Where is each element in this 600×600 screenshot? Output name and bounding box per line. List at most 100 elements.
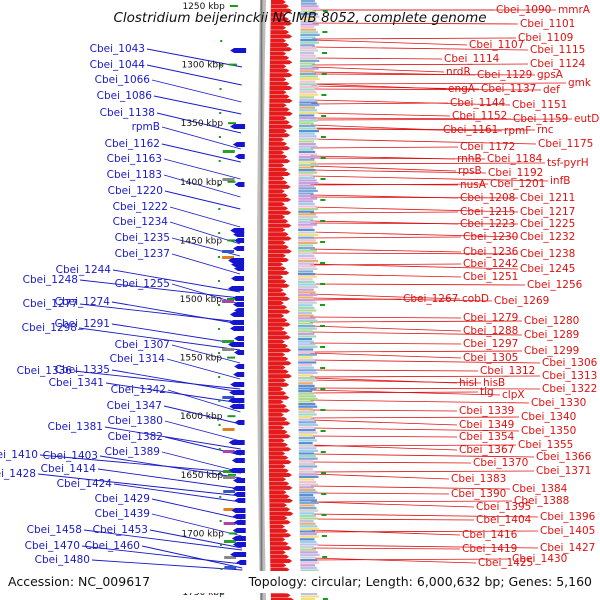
map-title: Clostridium beijerinckii NCIMB 8052, com… [113,10,486,26]
left-gene-label: Cbei_1382 [108,431,163,443]
forward-feature [268,344,289,348]
reverse-feature [234,182,245,187]
forward-feature [268,141,288,146]
kbp-tick-mark [227,239,236,242]
forward-feature [268,206,289,211]
right-gene-label: Cbei_1129 [477,69,532,81]
outer-tick [321,94,327,96]
gc-mark [224,556,237,559]
forward-feature [268,163,285,168]
forward-feature [269,111,293,116]
forward-feature [270,12,287,17]
left-gene-label: Cbei_1453 [93,524,148,536]
reverse-feature [233,478,246,483]
annotation-band-segment [299,522,316,525]
right-gene-label: Cbei_1355 [518,439,573,451]
annotation-band-segment [298,338,313,341]
right-connector [311,99,511,106]
annotation-band-segment [299,509,319,512]
annotation-band-segment [299,499,317,502]
inner-dot [219,472,222,474]
right-gene-label: Cbei_1152 [452,110,507,122]
left-connector [78,327,241,351]
annotation-band-segment [298,418,315,421]
annotation-band-segment [298,431,318,434]
annotation-band-segment [299,501,319,504]
right-connector [310,379,482,384]
annotation-band-segment [298,351,316,354]
annotation-band-segment [298,423,318,426]
reverse-feature [231,536,246,541]
left-connector [113,483,242,503]
annotation-band-segment [298,218,314,221]
annotation-band-segment [298,288,314,291]
right-gene-label: Cbei_1151 [512,99,567,111]
annotation-band-segment [298,176,315,179]
right-connector [311,513,539,518]
annotation-band-segment [300,598,315,600]
forward-feature [270,51,287,56]
forward-feature [268,378,287,383]
footer-background [0,571,600,593]
reverse-feature [228,286,245,291]
annotation-band-segment [298,280,315,283]
annotation-band-segment [298,462,316,465]
reverse-feature [232,542,246,547]
annotation-band-segment [298,356,313,359]
kbp-tick: 1250 kbp [182,2,238,12]
annotation-band-segment [298,252,313,255]
forward-strand-features [268,0,294,600]
annotation-band-segment [300,553,320,556]
annotation-band-segment [298,192,314,195]
reverse-feature [232,296,245,301]
left-gene-label: Cbei_1335 [55,364,110,376]
right-gene-label: Cbei_1289 [524,329,579,341]
annotation-band-segment [298,197,318,200]
forward-feature [268,296,290,301]
forward-feature [269,481,290,486]
annotation-band-segment [298,283,317,286]
annotation-band-segment [298,304,313,307]
accession-text: Accession: NC_009617 [8,574,150,589]
annotation-band-segment [299,473,317,476]
reverse-feature [234,336,245,341]
reverse-feature [232,486,246,491]
right-gene-label: Cbei_1245 [520,263,575,275]
outer-tick [322,52,328,54]
reverse-feature [229,320,245,325]
right-gene-label: Cbei_1208 [460,192,515,204]
left-gene-label: Cbei_1307 [115,339,170,351]
right-gene-label: Cbei_1306 [542,357,598,369]
right-connector [310,263,519,270]
annotation-band-segment [299,91,317,94]
left-connector [167,389,241,413]
forward-feature [268,219,289,224]
outer-tick [321,73,327,75]
annotation-band-segment [298,327,317,330]
right-connector [310,399,530,404]
right-connector [312,557,477,564]
annotation-band-segment [298,145,318,148]
left-gene-label: Cbei_1234 [113,216,169,228]
right-gene-label: Cbei_1388 [514,495,569,507]
outer-tick [321,115,327,117]
annotation-band-segment [299,514,316,517]
annotation-band-segment [299,488,316,491]
forward-feature [268,313,285,318]
forward-feature [269,503,288,508]
annotation-band-segment [298,397,318,400]
gc-mark [222,150,235,153]
annotation-band-segment [298,345,318,348]
right-gene-label: Cbei_1124 [530,58,586,70]
right-connector [310,331,523,336]
inner-dot [219,112,222,114]
left-gene-label: Cbei_1342 [111,384,166,396]
forward-feature [268,180,288,185]
reverse-feature [230,124,246,129]
annotation-band-segment [298,403,316,406]
right-gene-label: gpsA [537,69,564,81]
annotation-band-segment [299,70,315,73]
annotation-band-segment [298,374,314,377]
forward-feature [268,150,285,155]
